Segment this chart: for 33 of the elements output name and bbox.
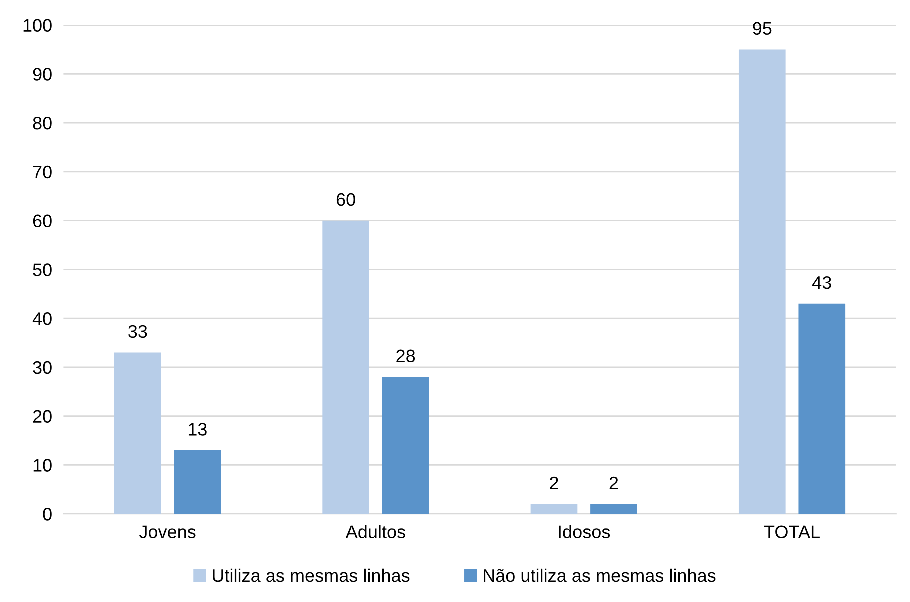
bar [798,304,846,514]
y-tick-label: 90 [33,68,52,81]
bar [590,504,638,514]
y-tick-label: 70 [33,166,52,179]
y-tick-label: 60 [33,214,52,228]
y-tick-label: 30 [33,361,52,374]
bar [530,504,578,514]
legend-label: Utiliza as mesmas linhas [213,568,410,582]
x-tick-label: Jovens [139,526,196,538]
x-tick-label: Idosos [559,525,610,538]
bar [114,352,162,514]
data-label: 95 [753,22,772,36]
y-tick-label: 20 [33,410,52,424]
bar [174,450,222,514]
data-label: 13 [188,423,207,436]
bar [382,377,430,514]
y-tick-label: 40 [32,312,52,326]
x-tick-label: Adultos [346,525,406,538]
y-tick-label: 0 [43,508,52,521]
data-label: 43 [812,276,832,290]
data-label: 28 [396,350,416,363]
data-label: 2 [610,476,618,490]
y-tick-label: 80 [33,116,52,130]
legend-label: Não utiliza as mesmas linhas [484,568,716,582]
data-label: 33 [128,325,148,338]
bar [322,220,370,514]
data-label: 60 [336,193,356,206]
y-tick-label: 100 [24,19,52,32]
data-label: 2 [550,476,558,490]
y-tick-label: 50 [33,264,52,276]
bar [738,50,786,514]
x-tick-label: TOTAL [764,526,820,538]
y-tick-label: 10 [34,459,52,472]
